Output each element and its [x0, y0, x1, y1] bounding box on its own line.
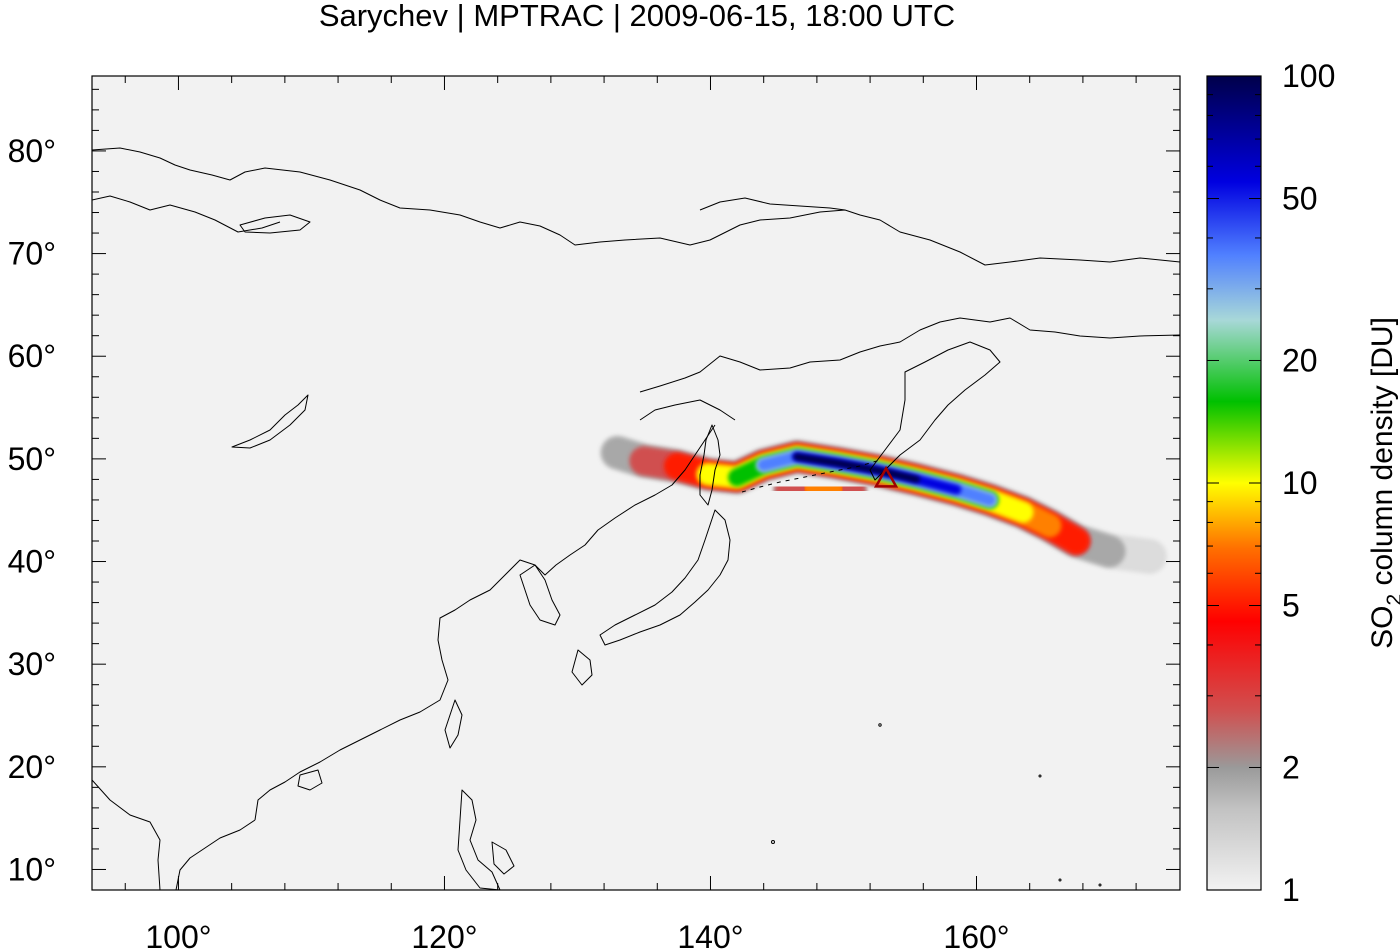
y-tick-label: 50°	[8, 441, 56, 477]
coastlines	[92, 147, 1180, 890]
y-tick-label: 60°	[8, 338, 56, 374]
x-axis: 100° 120° 140° 160°	[124, 76, 1137, 950]
map-frame	[91, 75, 1181, 891]
y-tick-label: 10°	[8, 851, 56, 887]
plume-band	[802, 480, 845, 498]
y-tick-label: 20°	[8, 749, 56, 785]
colorbar-label-sub: 2	[1383, 594, 1400, 606]
x-tick-label: 120°	[411, 919, 477, 950]
colorbar-tick-label: 50	[1282, 181, 1318, 217]
volcano-triangle-marker	[873, 465, 899, 488]
colorbar-label: SO2 column density [DU]	[1366, 317, 1400, 649]
colorbar-tick-label: 1	[1282, 872, 1300, 908]
y-axis: 10° 20° 30° 40° 50° 60° 70° 80°	[8, 88, 1180, 887]
colorbar-tick-label: 10	[1282, 465, 1318, 501]
colorbar-tick-label: 5	[1282, 588, 1300, 624]
colorbar-tick-label: 100	[1282, 58, 1335, 94]
y-tick-label: 30°	[8, 646, 56, 682]
y-tick-label: 40°	[8, 544, 56, 580]
colorbar-label-main: SO	[1366, 606, 1399, 649]
x-tick-label: 160°	[943, 919, 1009, 950]
colorbar-label-rest: column density [DU]	[1366, 317, 1399, 594]
x-tick-label: 140°	[677, 919, 743, 950]
y-tick-label: 80°	[8, 133, 56, 169]
colorbar-ticks: 1 2 5 10 20 50 100	[1207, 58, 1335, 908]
chart-title: Sarychev | MPTRAC | 2009-06-15, 18:00 UT…	[319, 0, 955, 33]
y-tick-label: 70°	[8, 236, 56, 272]
colorbar-tick-label: 20	[1282, 342, 1318, 378]
colorbar-tick-label: 2	[1282, 749, 1300, 785]
x-tick-label: 100°	[145, 919, 211, 950]
